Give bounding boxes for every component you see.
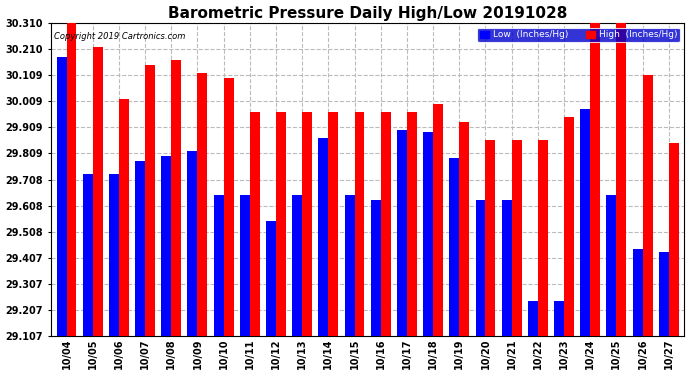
Bar [669,143,679,336]
Bar [145,65,155,336]
Bar [607,195,616,336]
Bar [502,200,512,336]
Bar [135,161,145,336]
Bar [302,111,312,336]
Bar [554,302,564,336]
Text: Copyright 2019 Cartronics.com: Copyright 2019 Cartronics.com [54,33,186,42]
Bar [171,60,181,336]
Bar [449,158,460,336]
Bar [119,99,129,336]
Bar [590,23,600,336]
Bar [659,252,669,336]
Bar [580,109,590,336]
Bar [381,111,391,336]
Bar [266,221,276,336]
Bar [250,111,259,336]
Title: Barometric Pressure Daily High/Low 20191028: Barometric Pressure Daily High/Low 20191… [168,6,567,21]
Bar [224,78,234,336]
Bar [328,111,338,336]
Bar [57,57,66,336]
Bar [355,111,364,336]
Bar [109,174,119,336]
Bar [538,140,548,336]
Legend: Low  (Inches/Hg), High  (Inches/Hg): Low (Inches/Hg), High (Inches/Hg) [477,28,680,42]
Bar [197,72,208,336]
Bar [642,75,653,336]
Bar [161,156,171,336]
Bar [92,46,103,336]
Bar [616,23,627,336]
Bar [564,117,574,336]
Bar [293,195,302,336]
Bar [512,140,522,336]
Bar [528,302,538,336]
Bar [433,104,443,336]
Bar [407,111,417,336]
Bar [371,200,381,336]
Bar [318,138,328,336]
Bar [486,140,495,336]
Bar [397,130,407,336]
Bar [344,195,355,336]
Bar [240,195,250,336]
Bar [633,249,642,336]
Bar [188,151,197,336]
Bar [475,200,486,336]
Bar [83,174,92,336]
Bar [276,111,286,336]
Bar [214,195,224,336]
Bar [460,122,469,336]
Bar [66,13,77,336]
Bar [423,132,433,336]
